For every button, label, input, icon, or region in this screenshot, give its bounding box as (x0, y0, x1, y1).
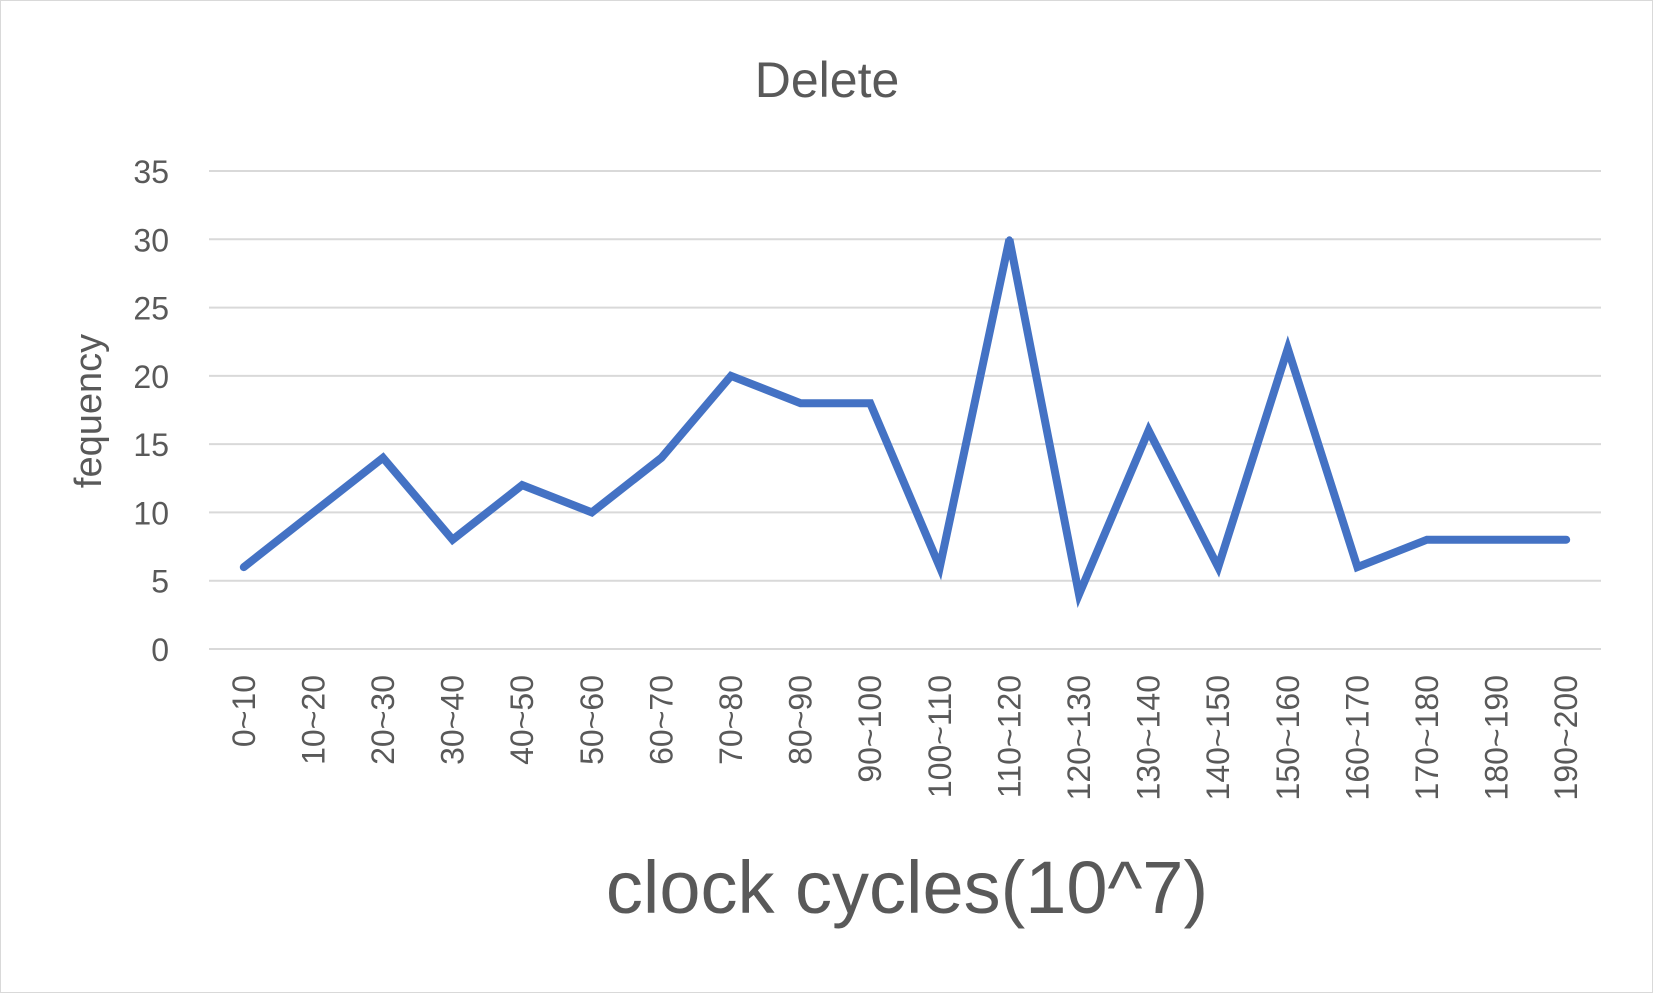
y-tick-label: 15 (133, 427, 169, 463)
gridlines (209, 170, 1601, 650)
x-axis-label: clock cycles(10^7) (606, 846, 1208, 929)
x-tick-label: 180~190 (1479, 675, 1515, 800)
data-point (1215, 564, 1222, 571)
data-point (797, 400, 804, 407)
data-point (380, 454, 386, 461)
y-tick-label: 20 (133, 359, 169, 395)
x-tick-label: 40~50 (504, 675, 540, 765)
x-tick-label: 70~80 (713, 675, 749, 765)
y-axis-ticks: 0 5 10 15 20 25 30 35 (133, 154, 169, 668)
x-tick-label: 90~100 (852, 675, 888, 783)
data-point (658, 454, 665, 461)
x-tick-label: 160~170 (1339, 675, 1375, 800)
x-tick-label: 110~120 (991, 675, 1027, 798)
x-tick-label: 100~110 (922, 675, 958, 798)
x-tick-label: 80~90 (783, 675, 819, 765)
y-tick-label: 0 (151, 632, 169, 668)
x-tick-label: 150~160 (1270, 675, 1306, 800)
y-tick-label: 25 (133, 291, 169, 327)
x-tick-label: 190~200 (1548, 675, 1584, 800)
x-tick-label: 60~70 (643, 675, 679, 765)
y-tick-label: 30 (133, 222, 169, 258)
data-point (449, 536, 456, 543)
x-tick-label: 130~140 (1131, 675, 1167, 800)
data-point (936, 564, 943, 571)
data-point (519, 482, 526, 489)
data-point (588, 509, 595, 516)
series-layer (239, 236, 1571, 608)
data-point (1145, 427, 1152, 434)
data-point (1424, 536, 1430, 543)
y-tick-label: 10 (133, 495, 169, 531)
data-point (310, 509, 317, 516)
y-axis-label: fequency (68, 334, 110, 488)
y-tick-label: 5 (151, 564, 169, 600)
x-tick-label: 170~180 (1409, 675, 1445, 800)
x-tick-label: 140~150 (1200, 675, 1236, 800)
x-tick-label: 20~30 (365, 675, 401, 765)
series-line (239, 238, 1571, 608)
x-tick-label: 30~40 (435, 675, 471, 765)
data-point (1354, 564, 1361, 571)
data-point (1563, 536, 1570, 543)
data-point (1006, 236, 1013, 243)
x-tick-label: 0~10 (226, 675, 262, 747)
data-point (867, 400, 874, 407)
data-point (240, 564, 247, 571)
x-tick-label: 50~60 (574, 675, 610, 765)
data-point (1284, 345, 1291, 352)
x-tick-label: 120~130 (1061, 675, 1097, 800)
x-axis-ticks: 0~10 10~20 20~30 30~40 40~50 50~60 60~70 70~80 8… (226, 675, 1584, 800)
data-point (1493, 536, 1500, 543)
y-tick-label: 35 (133, 154, 169, 190)
chart-title: Delete (755, 52, 900, 108)
data-point (728, 372, 734, 379)
x-tick-label: 10~20 (295, 675, 331, 765)
data-point (1076, 591, 1082, 598)
